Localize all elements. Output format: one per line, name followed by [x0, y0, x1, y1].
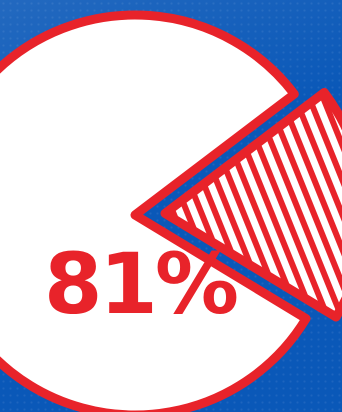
slice-data-label: 81%	[43, 235, 239, 333]
pie-slice-2	[160, 88, 342, 322]
pie-slice-1	[0, 10, 311, 412]
